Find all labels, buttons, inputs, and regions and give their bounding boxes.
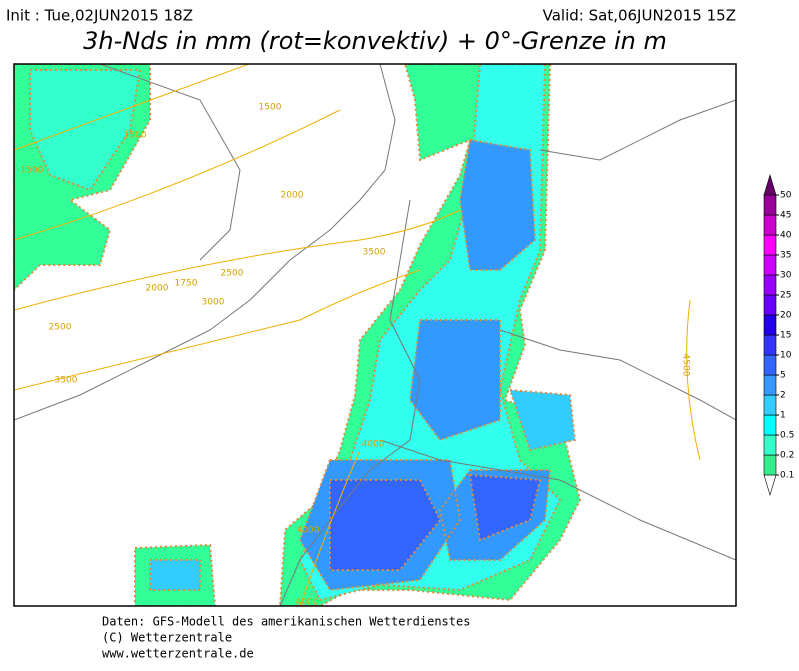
colorbar-label: 20	[780, 311, 792, 321]
contour-label: 4000	[362, 440, 385, 450]
colorbar-segment	[763, 254, 777, 276]
contour-label: 1750	[175, 279, 198, 289]
contour-label: 3000	[202, 298, 225, 308]
contour-label: 2500	[221, 269, 244, 279]
contour-label: 2000	[146, 284, 169, 294]
contour-label: 4500	[681, 354, 691, 377]
colorbar-label: 10	[780, 351, 792, 361]
contour-label: 3500	[55, 376, 78, 386]
colorbar-segment	[763, 334, 777, 356]
contour-label: 4000	[297, 526, 320, 536]
colorbar-label: 40	[780, 231, 792, 241]
contour-label: 2500	[49, 323, 72, 333]
colorbar-label: 0.2	[780, 451, 794, 461]
colorbar-label: 35	[780, 251, 791, 261]
footer-line: www.wetterzentrale.de	[102, 647, 254, 661]
colorbar-segment	[763, 214, 777, 236]
colorbar-label: 1	[780, 411, 786, 421]
colorbar-label: 0.1	[780, 471, 794, 481]
freezing-level-contours	[14, 64, 701, 606]
colorbar-label: 0.5	[780, 431, 794, 441]
colorbar-label: 30	[780, 271, 792, 281]
footer-line: Daten: GFS-Modell des amerikanischen Wet…	[102, 615, 470, 629]
colorbar-segment	[763, 394, 777, 416]
colorbar-segment	[763, 194, 777, 216]
contour-label: 3500	[363, 248, 386, 258]
colorbar-label: 45	[780, 211, 791, 221]
colorbar-segment	[763, 274, 777, 296]
contour-label: 4000	[296, 598, 319, 608]
colorbar-label: 25	[780, 291, 791, 301]
colorbar-segment	[763, 474, 777, 497]
contour-label: 1500	[21, 166, 44, 176]
colorbar-segment	[763, 294, 777, 316]
colorbar-segment	[763, 354, 777, 376]
colorbar-label: 5	[780, 371, 786, 381]
map-title: 3h-Nds in mm (rot=konvektiv) + 0°-Grenze…	[83, 27, 667, 55]
contour-label: 1500	[124, 131, 147, 141]
colorbar-segment	[763, 234, 777, 256]
colorbar-segment	[763, 314, 777, 336]
colorbar-segment	[763, 414, 777, 436]
precip-areas	[14, 64, 582, 606]
colorbar-segment	[763, 374, 777, 396]
contour-label: 2000	[281, 191, 304, 201]
colorbar-label: 2	[780, 391, 786, 401]
footer-line: (C) Wetterzentrale	[102, 631, 232, 645]
valid-time: Valid: Sat,06JUN2015 15Z	[543, 7, 736, 25]
colorbar-segment	[763, 173, 777, 196]
colorbar-label: 50	[780, 191, 792, 201]
colorbar-label: 15	[780, 331, 791, 341]
colorbar-segment	[763, 454, 777, 476]
init-time: Init : Tue,02JUN2015 18Z	[6, 7, 193, 25]
colorbar-segment	[763, 434, 777, 456]
footer: Daten: GFS-Modell des amerikanischen Wet…	[102, 615, 470, 661]
borders	[14, 64, 736, 606]
contour-label: 1500	[259, 103, 282, 113]
map-area: 1500 1500 1500 2000 3500 2500 1750 2000 3000 2500…	[13, 63, 737, 608]
